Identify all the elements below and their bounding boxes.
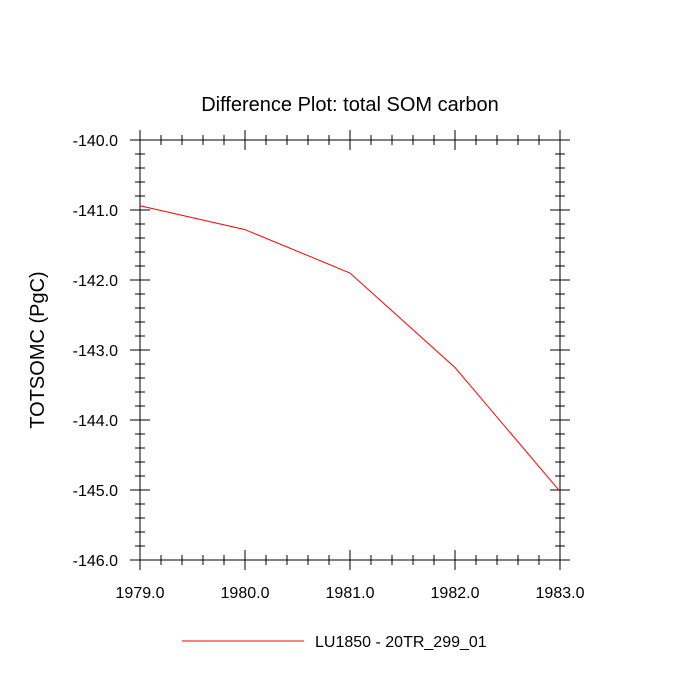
x-tick-label: 1982.0: [431, 585, 480, 602]
x-tick-label: 1983.0: [536, 585, 585, 602]
y-axis-label: TOTSOMC (PgC): [27, 271, 49, 428]
series-line: [139, 205, 561, 492]
y-tick-label: -141.0: [73, 203, 118, 220]
y-tick-label: -145.0: [73, 483, 118, 500]
y-tick-label: -143.0: [73, 343, 118, 360]
y-tick-labels: -140.0 -141.0 -142.0 -143.0 -144.0 -145.0 -146…: [73, 133, 118, 570]
series-layer: [139, 205, 561, 492]
legend-label: LU1850 - 20TR_299_01: [315, 634, 487, 651]
chart-title: Difference Plot: total SOM carbon: [201, 94, 499, 116]
plot-frame: [139, 139, 561, 561]
y-tick-label: -140.0: [73, 133, 118, 150]
y-tick-label: -146.0: [73, 553, 118, 570]
axis-ticks: [130, 130, 570, 570]
legend: LU1850 - 20TR_299_01: [182, 634, 487, 651]
x-tick-labels: 1979.0 1980.0 1981.0 1982.0 1983.0: [116, 585, 585, 602]
y-tick-label: -144.0: [73, 413, 118, 430]
y-tick-label: -142.0: [73, 273, 118, 290]
x-tick-label: 1979.0: [116, 585, 165, 602]
x-tick-label: 1980.0: [221, 585, 270, 602]
x-tick-label: 1981.0: [326, 585, 375, 602]
